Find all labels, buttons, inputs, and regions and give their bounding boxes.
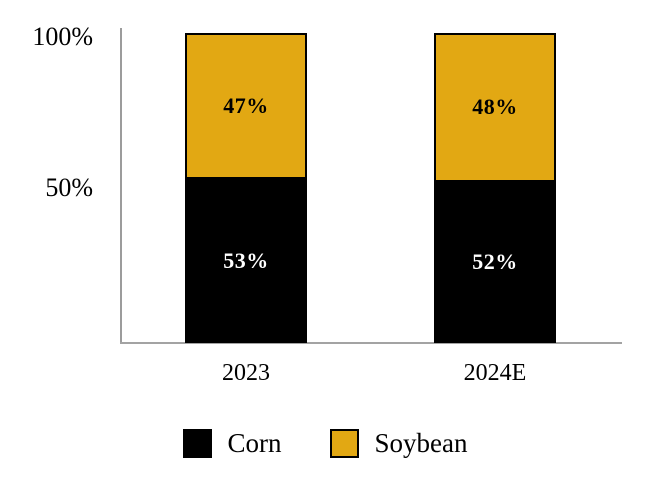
bar-segment-corn-2023: 53% bbox=[185, 178, 307, 343]
bar-segment-soybean-2024e: 48% bbox=[434, 33, 556, 182]
x-axis-label-2023: 2023 bbox=[222, 360, 270, 386]
segment-value-label: 53% bbox=[223, 247, 269, 273]
y-axis-tick-50: 50% bbox=[45, 173, 93, 202]
corn-swatch-icon bbox=[182, 429, 212, 458]
y-axis-tick-100: 100% bbox=[32, 22, 93, 51]
segment-value-label: 52% bbox=[472, 249, 518, 275]
bar-segment-soybean-2023: 47% bbox=[185, 33, 307, 179]
legend-label-soybean: Soybean bbox=[374, 428, 468, 458]
segment-value-label: 47% bbox=[223, 92, 269, 118]
y-axis-line bbox=[120, 28, 122, 344]
segment-value-label: 48% bbox=[472, 94, 518, 120]
legend-item-corn: Corn bbox=[182, 428, 282, 459]
legend: Corn Soybean bbox=[0, 428, 650, 459]
x-axis-label-2024e: 2024E bbox=[463, 360, 527, 386]
legend-item-soybean: Soybean bbox=[329, 428, 468, 459]
bar-segment-corn-2024e: 52% bbox=[434, 181, 556, 343]
soybean-swatch-icon bbox=[329, 429, 359, 458]
legend-label-corn: Corn bbox=[227, 428, 282, 458]
x-axis-line bbox=[120, 342, 622, 344]
